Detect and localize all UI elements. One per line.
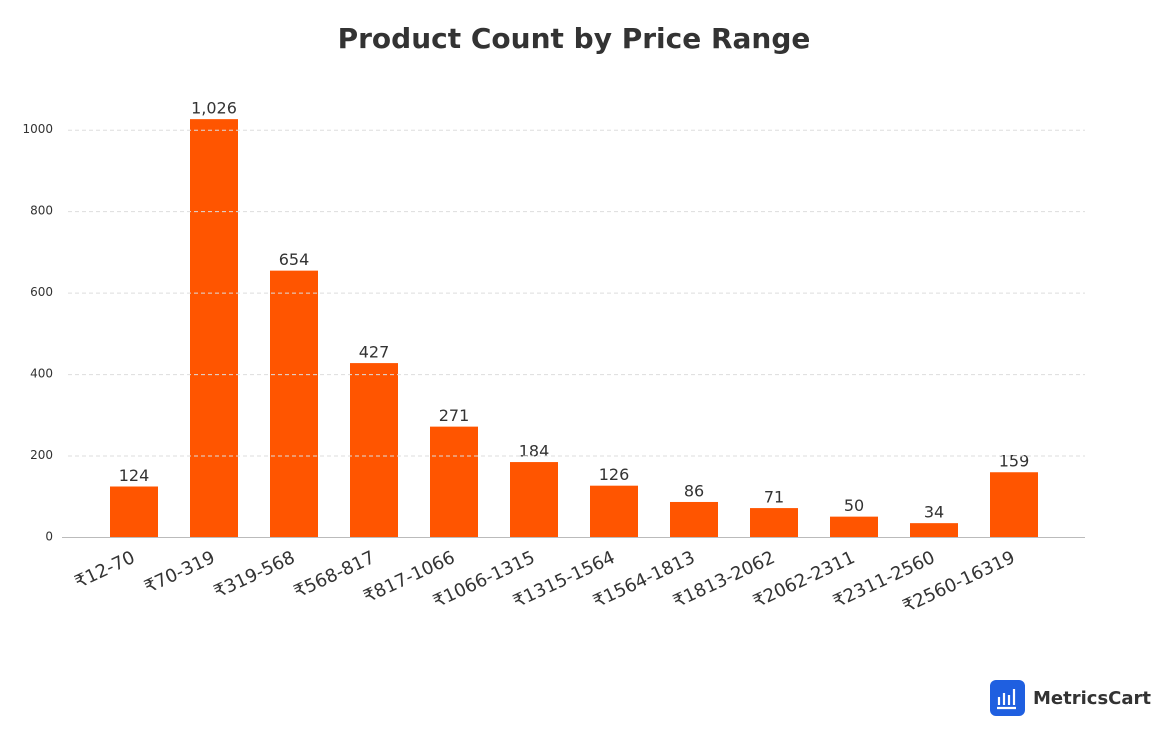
x-tick-label: ₹70-319 — [141, 547, 218, 598]
y-tick-label: 200 — [30, 448, 53, 462]
bar — [430, 426, 478, 537]
bar — [590, 485, 638, 537]
watermark: MetricsCart — [1033, 688, 1151, 709]
value-label: 271 — [439, 406, 470, 425]
y-tick-label: 400 — [30, 367, 53, 381]
y-tick-label: 0 — [45, 530, 53, 544]
y-tick-label: 600 — [30, 285, 53, 299]
bar — [110, 486, 158, 537]
bar — [910, 523, 958, 537]
logo-glyph — [997, 689, 1016, 710]
x-tick-label: ₹12-70 — [72, 547, 139, 593]
bar — [510, 462, 558, 537]
bar — [190, 119, 238, 537]
value-label: 71 — [764, 488, 784, 507]
y-tick-label: 1000 — [22, 122, 53, 136]
value-label: 654 — [279, 250, 310, 269]
bar — [990, 472, 1038, 537]
value-label: 427 — [359, 343, 390, 362]
value-label: 50 — [844, 496, 864, 515]
x-tick-label: ₹319-568 — [211, 547, 298, 603]
value-label: 124 — [119, 466, 150, 485]
bar — [270, 270, 318, 537]
value-label: 159 — [999, 452, 1030, 471]
value-label: 34 — [924, 503, 944, 522]
y-tick-label: 800 — [30, 204, 53, 218]
value-label: 1,026 — [191, 99, 237, 118]
chart-title: Product Count by Price Range — [338, 22, 811, 55]
value-label: 184 — [519, 442, 550, 461]
bar — [750, 508, 798, 537]
bar — [830, 516, 878, 537]
bar — [350, 363, 398, 537]
value-label: 86 — [684, 481, 704, 500]
bar — [670, 501, 718, 537]
logo-icon — [990, 680, 1025, 716]
value-label: 126 — [599, 465, 630, 484]
